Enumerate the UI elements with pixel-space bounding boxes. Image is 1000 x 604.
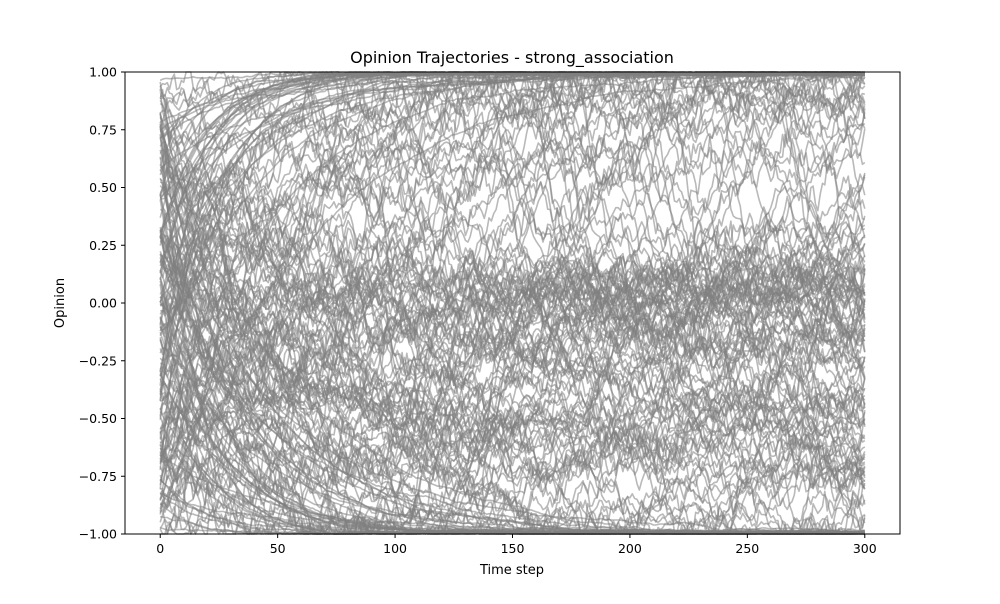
series-layer [159,71,866,535]
trajectory-line [160,95,866,481]
trajectory-line [159,126,865,535]
trajectory-line [159,273,866,452]
trajectory-line [159,81,866,449]
y-tick-label: 0.75 [89,122,117,137]
trajectory-line [159,71,866,195]
y-tick-label: 1.00 [89,65,117,80]
trajectory-line [159,336,865,462]
trajectory-line [159,71,866,502]
y-tick-label: 0.50 [89,180,117,195]
trajectory-line [159,122,866,535]
trajectory-line [160,90,866,535]
x-tick-label: 250 [735,541,759,556]
x-axis: 0 50 100 150 200 250 300 [156,534,877,556]
y-tick-label: −0.25 [79,353,117,368]
x-tick-label: 300 [853,541,877,556]
trajectory-line [159,220,866,535]
trajectory-line [159,148,866,387]
y-tick-label: 0.00 [89,296,117,311]
trajectory-line [159,254,866,535]
x-tick-label: 0 [156,541,164,556]
y-axis: −1.00 −0.75 −0.50 −0.25 0.00 0.25 0.50 0.75 1.00 [79,65,125,542]
trajectory-line [160,129,866,325]
trajectory-line [159,90,866,440]
x-axis-label: Time step [479,563,544,578]
chart-title: Opinion Trajectories - strong_associatio… [350,48,674,68]
trajectory-line [159,71,866,372]
trajectory-line [159,181,866,494]
y-tick-label: −0.50 [79,411,117,426]
x-tick-label: 100 [383,541,407,556]
y-tick-label: −0.75 [79,469,117,484]
trajectory-line [159,80,865,484]
trajectory-line [159,289,866,420]
trajectory-line [159,128,866,349]
trajectory-line [159,269,866,535]
x-tick-label: 200 [618,541,642,556]
trajectory-line [160,234,866,450]
y-tick-label: −1.00 [79,527,117,542]
y-axis-label: Opinion [53,278,68,328]
trajectory-line [160,71,866,535]
x-tick-label: 150 [501,541,525,556]
trajectory-line [159,144,866,520]
y-tick-label: 0.25 [89,238,117,253]
trajectory-line [159,332,865,535]
trajectory-line [159,115,866,317]
trajectory-line [159,137,866,535]
trajectory-line [159,92,866,535]
trajectory-line [159,85,866,465]
x-tick-label: 50 [270,541,286,556]
trajectory-line [159,81,865,458]
trajectory-line [159,71,866,457]
trajectory-line [159,226,865,535]
